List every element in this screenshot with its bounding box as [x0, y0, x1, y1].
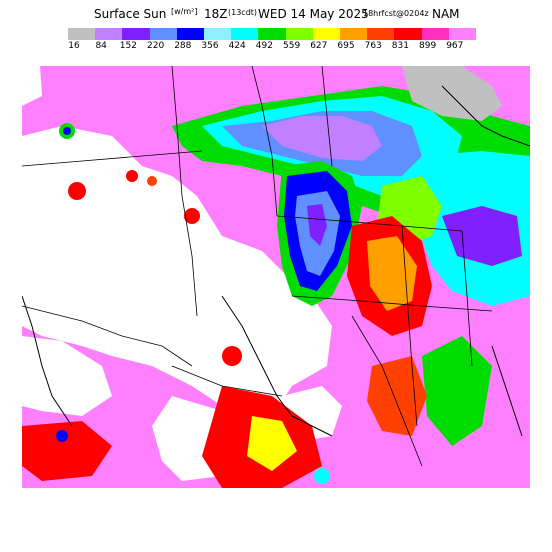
legend-color-cell	[122, 28, 150, 40]
field-cell	[56, 430, 68, 442]
title-local-time: (13cdt)	[228, 8, 258, 17]
field-clear-southwest	[22, 336, 112, 416]
legend-color-cell	[68, 28, 96, 40]
legend-color-cell	[448, 28, 477, 40]
legend-tick-label: 152	[119, 41, 137, 51]
state-boundaries	[22, 66, 493, 467]
field-green-southeast	[422, 336, 492, 446]
title-model: NAM	[432, 7, 460, 21]
color-legend	[68, 28, 477, 40]
title-main: Surface Sun	[94, 7, 167, 21]
legend-color-cell	[176, 28, 205, 40]
title-date: WED 14 May 2025	[258, 7, 369, 21]
legend-color-cell	[204, 28, 232, 40]
field-cell	[314, 468, 330, 484]
legend-tick-label: 16	[68, 41, 80, 51]
title-valid-hour: 18Z	[204, 7, 228, 21]
legend-color-cell	[149, 28, 177, 40]
legend-tick-label: 492	[255, 41, 273, 51]
legend-tick-label: 627	[310, 41, 328, 51]
legend-tick-label: 220	[147, 41, 165, 51]
field-cell	[68, 182, 86, 200]
legend-tick-label: 763	[364, 41, 382, 51]
legend-color-cell	[340, 28, 368, 40]
legend-tick-labels: 16 84 152 220 288 356 424 492 559 627 695 763 831 899…	[68, 41, 508, 53]
field-purple-east	[442, 206, 522, 266]
legend-color-cell	[394, 28, 422, 40]
field-gray-northeast	[402, 66, 502, 121]
legend-tick-label: 356	[201, 41, 219, 51]
legend-tick-label: 424	[228, 41, 246, 51]
field-cell	[222, 346, 242, 366]
legend-tick-label: 695	[337, 41, 355, 51]
legend-tick-label: 288	[174, 41, 192, 51]
field-cell	[184, 208, 200, 224]
legend-color-cell	[285, 28, 313, 40]
legend-tick-label: 899	[419, 41, 437, 51]
field-red-southwest	[22, 421, 112, 481]
legend-color-cell	[421, 28, 449, 40]
field-yellow-south	[247, 416, 297, 471]
legend-tick-label: 967	[446, 41, 464, 51]
coastlines	[22, 85, 530, 437]
legend-color-cell	[367, 28, 395, 40]
surface-sun-map	[22, 66, 530, 488]
legend-tick-label: 84	[95, 41, 107, 51]
field-orange-southeast	[367, 356, 427, 436]
field-cell	[126, 170, 138, 182]
field-purple-plains	[307, 204, 327, 246]
field-clear-corner	[22, 66, 42, 106]
legend-color-cell	[312, 28, 341, 40]
legend-tick-label: 559	[283, 41, 301, 51]
title-forecast: 18hrfcst@0204z	[363, 9, 429, 18]
map-title: Surface Sun [w/m²] 18Z (13cdt) WED 14 Ma…	[0, 6, 552, 22]
title-unit: [w/m²]	[171, 7, 198, 16]
legend-tick-label: 831	[391, 41, 409, 51]
field-cell	[147, 176, 157, 186]
map-panel	[22, 66, 530, 488]
legend-color-cell	[231, 28, 259, 40]
field-lavender-north	[262, 116, 382, 161]
legend-color-cell	[258, 28, 286, 40]
field-cell	[63, 127, 71, 135]
legend-color-cell	[95, 28, 123, 40]
field-orange-central	[367, 236, 417, 311]
